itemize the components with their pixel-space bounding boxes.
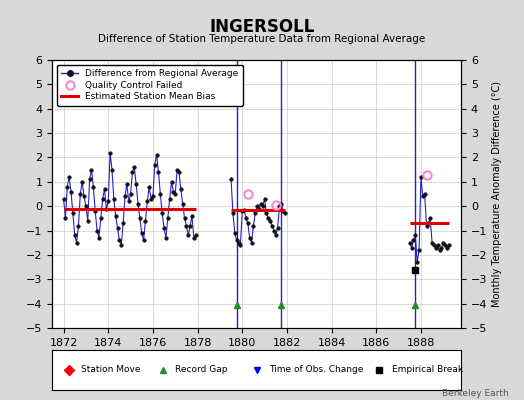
Legend: Difference from Regional Average, Quality Control Failed, Estimated Station Mean: Difference from Regional Average, Qualit… (57, 64, 243, 106)
Text: Station Move: Station Move (81, 366, 140, 374)
Text: Record Gap: Record Gap (175, 366, 227, 374)
Text: Berkeley Earth: Berkeley Earth (442, 389, 508, 398)
Y-axis label: Monthly Temperature Anomaly Difference (°C): Monthly Temperature Anomaly Difference (… (492, 81, 501, 307)
Text: Empirical Break: Empirical Break (391, 366, 463, 374)
Text: INGERSOLL: INGERSOLL (209, 18, 315, 36)
Text: Time of Obs. Change: Time of Obs. Change (269, 366, 364, 374)
Text: Difference of Station Temperature Data from Regional Average: Difference of Station Temperature Data f… (99, 34, 425, 44)
